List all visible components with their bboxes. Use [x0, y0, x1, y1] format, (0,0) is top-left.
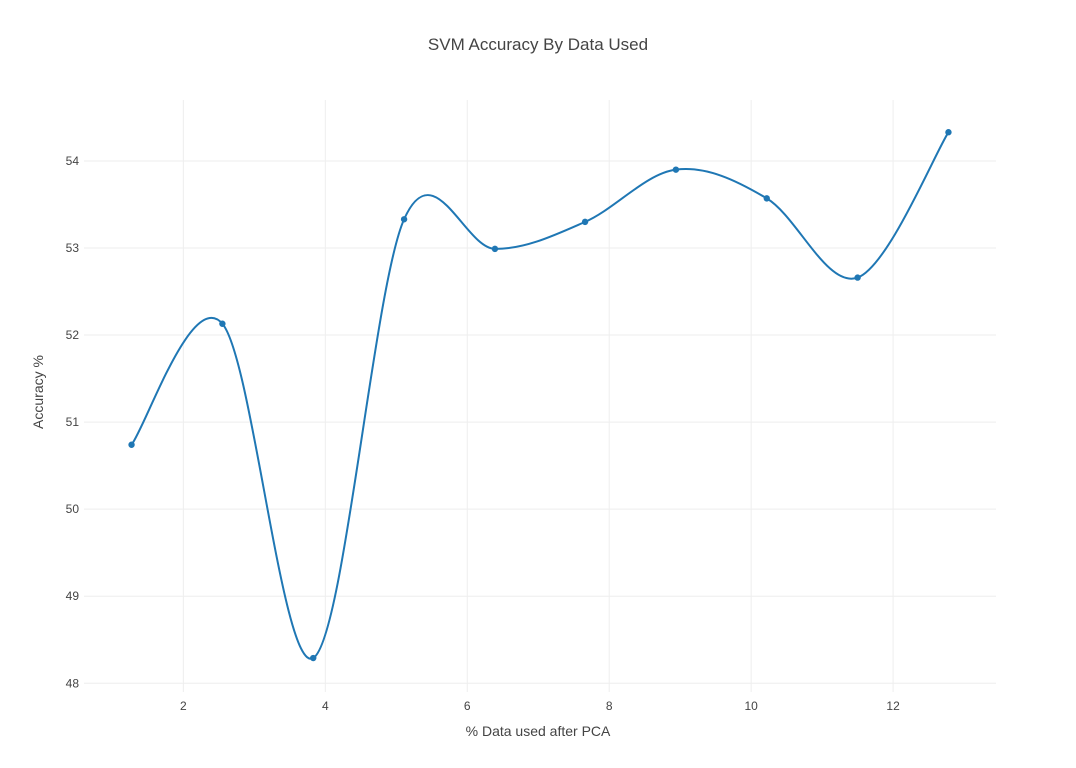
y-tick-label: 52: [66, 328, 80, 342]
y-tick-label: 48: [66, 676, 80, 690]
x-tick-labels: 2 4 6 8 10 12: [180, 699, 900, 713]
y-axis-title: Accuracy %: [30, 355, 46, 429]
data-point: [672, 166, 680, 173]
data-point: [491, 245, 499, 253]
x-tick-label: 12: [886, 699, 900, 713]
series-line: [130, 131, 950, 660]
data-point: [854, 274, 861, 281]
data-point: [128, 441, 135, 448]
x-tick-label: 4: [322, 699, 329, 713]
series-layer: [128, 129, 952, 662]
x-tick-label: 8: [606, 699, 613, 713]
data-point: [763, 195, 770, 202]
chart-title: SVM Accuracy By Data Used: [428, 35, 648, 54]
data-point: [400, 216, 408, 223]
data-point: [581, 218, 589, 226]
data-point: [945, 129, 952, 136]
x-tick-label: 10: [744, 699, 758, 713]
data-point: [310, 654, 317, 662]
y-tick-label: 49: [66, 589, 80, 603]
y-tick-label: 53: [66, 241, 80, 255]
x-axis-title: % Data used after PCA: [466, 723, 611, 739]
y-gridlines: [84, 160, 996, 684]
y-tick-label: 50: [66, 502, 80, 516]
y-tick-labels: 48 49 50 51 52 53 54: [66, 154, 80, 690]
x-tick-label: 6: [464, 699, 471, 713]
y-tick-label: 54: [66, 154, 80, 168]
y-tick-label: 51: [66, 415, 80, 429]
data-point: [219, 320, 226, 327]
x-gridlines: [182, 100, 894, 692]
x-tick-label: 2: [180, 699, 187, 713]
